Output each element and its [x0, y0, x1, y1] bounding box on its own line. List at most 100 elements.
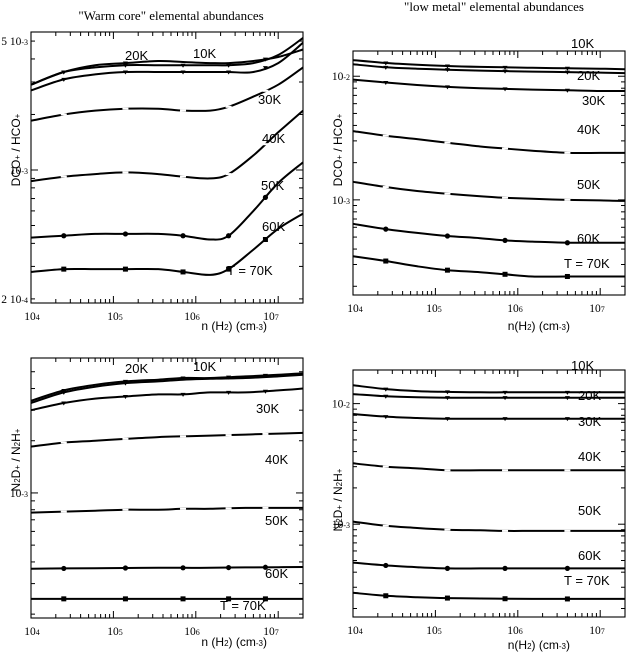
- y-axis-label: N2D+ / N2H+: [331, 468, 345, 531]
- x-tick-label: 106: [507, 625, 523, 637]
- data-point: [262, 596, 268, 602]
- data-point: [502, 65, 508, 70]
- panel-bottom-left: 104 105 106 107 10-3 n (H2) (cm-3) N2D+ / N2H+…: [9, 357, 304, 649]
- y-tick-label: 10-3: [332, 519, 350, 531]
- x-tick-label: 104: [347, 625, 363, 637]
- data-point: [383, 226, 389, 232]
- data-point: [226, 390, 232, 395]
- y-tick-label: 10-2: [332, 399, 350, 411]
- data-point: [225, 507, 232, 510]
- series-label: 30K: [256, 401, 279, 416]
- x-tick-label: 107: [589, 303, 605, 315]
- series-label: 50K: [577, 177, 600, 192]
- data-point: [502, 396, 508, 401]
- plot-frame: [352, 50, 626, 296]
- data-point: [122, 70, 128, 75]
- data-point: [564, 240, 571, 246]
- x-tick-label: 106: [184, 626, 200, 638]
- data-point: [180, 70, 186, 75]
- data-point: [225, 434, 232, 437]
- series-line-10k: [30, 372, 304, 402]
- data-point: [383, 65, 389, 70]
- data-point: [61, 266, 67, 272]
- series-label: T = 70K: [220, 598, 266, 613]
- y-axis-label: N2D+ / N2H+: [9, 428, 23, 491]
- series-line-t70k: [352, 591, 625, 600]
- data-point: [226, 596, 232, 602]
- series-line-40k: [352, 130, 625, 155]
- panel-top-left: 104 105 106 107 5 10-3 10-3 2 10-4 n (H2) (cm-3…: [1, 31, 304, 333]
- data-point: [61, 77, 67, 82]
- data-point: [122, 61, 128, 66]
- data-point: [61, 390, 67, 395]
- data-point: [122, 437, 129, 440]
- y-axis-label: DCO+ / HCO+: [331, 113, 345, 186]
- data-point: [383, 394, 389, 399]
- data-point: [61, 70, 67, 75]
- data-point: [122, 231, 129, 237]
- data-point: [122, 381, 128, 386]
- series-line-10k: [352, 384, 625, 394]
- data-point: [564, 66, 570, 71]
- data-point: [383, 415, 389, 420]
- data-point: [180, 175, 187, 178]
- y-tick-label: 10-3: [332, 195, 350, 207]
- data-point: [262, 236, 268, 242]
- series-label: 40K: [578, 449, 601, 464]
- data-point: [383, 80, 389, 85]
- data-point: [60, 510, 67, 513]
- data-point: [383, 562, 389, 569]
- data-point: [564, 529, 571, 532]
- series-label: 20K: [577, 68, 600, 83]
- data-point: [444, 390, 450, 395]
- x-tick-label: 106: [184, 311, 200, 323]
- panel-top-right: 104 105 106 107 10-2 10-3 n(H2) (cm-3) DCO+ / H…: [331, 36, 626, 333]
- x-tick-label: 105: [426, 303, 442, 315]
- data-point: [382, 524, 389, 527]
- data-point: [262, 432, 269, 435]
- series-line-20k: [30, 48, 304, 86]
- x-tick-label: 107: [263, 626, 279, 638]
- data-point: [262, 373, 268, 378]
- data-point: [180, 376, 186, 381]
- data-point: [444, 64, 450, 69]
- data-point: [444, 141, 451, 144]
- y-tick-label: 10-2: [332, 71, 350, 83]
- data-point: [60, 441, 67, 444]
- x-axis-label: n(H2) (cm-3): [508, 319, 570, 333]
- series-line-20k: [30, 373, 304, 404]
- data-point: [444, 565, 451, 572]
- y-tick-label: 5 10-3: [1, 36, 28, 48]
- data-point: [564, 565, 571, 572]
- data-point: [180, 596, 186, 602]
- series-label: 30K: [258, 92, 281, 107]
- data-point: [444, 233, 451, 239]
- data-point: [564, 198, 571, 201]
- plot-frame: [352, 369, 626, 618]
- y-tick-label: 10-3: [10, 488, 28, 500]
- data-point: [180, 269, 186, 275]
- data-point: [122, 565, 129, 571]
- data-point: [502, 196, 509, 199]
- series-line-30k: [352, 413, 625, 420]
- data-point: [180, 63, 186, 68]
- series-label: 20K: [578, 388, 601, 403]
- series-line-t70k: [352, 255, 625, 278]
- data-point: [564, 596, 570, 602]
- x-tick-label: 104: [24, 311, 40, 323]
- data-point: [444, 595, 450, 601]
- data-point: [502, 87, 508, 92]
- series-line-40k: [30, 431, 304, 448]
- x-tick-label: 105: [426, 625, 442, 637]
- data-point: [122, 508, 129, 511]
- data-point: [502, 417, 508, 422]
- x-axis-label: n (H2) (cm-3): [201, 635, 267, 649]
- data-point: [60, 175, 67, 178]
- data-point: [502, 596, 508, 602]
- y-tick-label: 2 10-4: [1, 294, 28, 306]
- data-point: [225, 233, 232, 239]
- series-label: T = 70K: [564, 573, 610, 588]
- data-point: [502, 69, 508, 74]
- series-line-60k: [30, 566, 304, 570]
- series-line-50k: [30, 506, 303, 514]
